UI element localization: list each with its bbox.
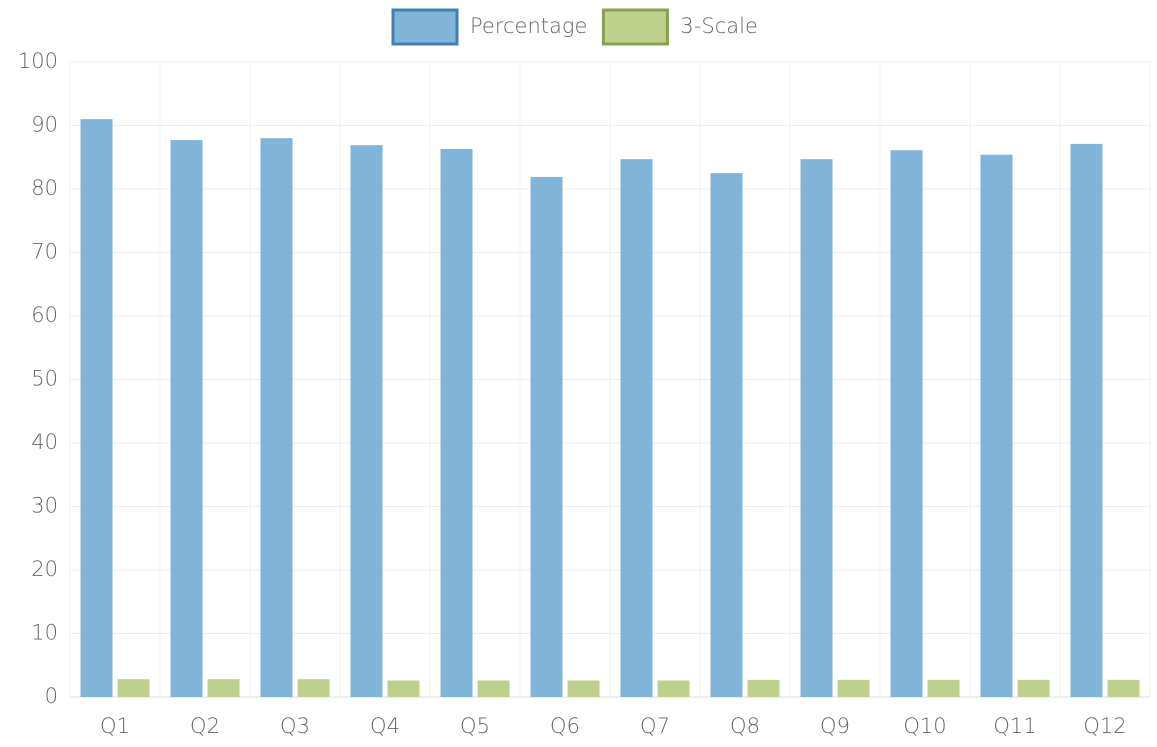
y-tick-label: 90 — [31, 113, 58, 137]
y-tick-label: 10 — [31, 621, 58, 645]
bar — [747, 679, 780, 697]
bar — [297, 679, 330, 697]
y-tick-label: 40 — [31, 430, 58, 454]
y-tick-label: 100 — [18, 49, 58, 73]
bar — [837, 679, 870, 697]
y-tick-label: 0 — [45, 684, 58, 708]
x-tick-label: Q6 — [550, 714, 580, 738]
bar — [440, 148, 473, 697]
y-tick-label: 70 — [31, 240, 58, 264]
y-tick-label: 50 — [31, 367, 58, 391]
bar — [80, 119, 113, 697]
bar — [387, 680, 420, 697]
bar — [1070, 143, 1103, 698]
x-tick-label: Q11 — [993, 714, 1036, 738]
bar — [1107, 679, 1140, 697]
x-tick-label: Q3 — [280, 714, 310, 738]
bar — [260, 138, 293, 697]
bar — [567, 680, 600, 697]
y-tick-label: 80 — [31, 176, 58, 200]
bar — [800, 159, 833, 697]
bar — [927, 679, 960, 697]
bar — [350, 145, 383, 697]
y-tick-label: 30 — [31, 494, 58, 518]
x-tick-label: Q7 — [640, 714, 670, 738]
x-tick-label: Q10 — [903, 714, 946, 738]
y-tick-label: 20 — [31, 557, 58, 581]
x-tick-label: Q4 — [370, 714, 400, 738]
x-tick-label: Q8 — [730, 714, 760, 738]
bar — [1017, 679, 1050, 697]
bar — [530, 176, 563, 697]
x-tick-label: Q5 — [460, 714, 490, 738]
bar — [890, 150, 923, 697]
bar — [657, 680, 690, 697]
legend-swatch — [391, 8, 459, 46]
x-tick-label: Q12 — [1083, 714, 1126, 738]
bar — [620, 159, 653, 697]
x-tick-label: Q2 — [190, 714, 220, 738]
bar — [170, 140, 203, 698]
bar — [980, 154, 1013, 697]
bar — [117, 679, 150, 697]
legend-swatch — [601, 8, 669, 46]
bar — [710, 173, 743, 697]
y-tick-label: 60 — [31, 303, 58, 327]
legend-label: 3-Scale — [680, 14, 757, 38]
x-tick-label: Q9 — [820, 714, 850, 738]
x-tick-label: Q1 — [100, 714, 130, 738]
bar — [477, 680, 510, 697]
legend-label: Percentage — [470, 14, 587, 38]
bar — [207, 679, 240, 697]
